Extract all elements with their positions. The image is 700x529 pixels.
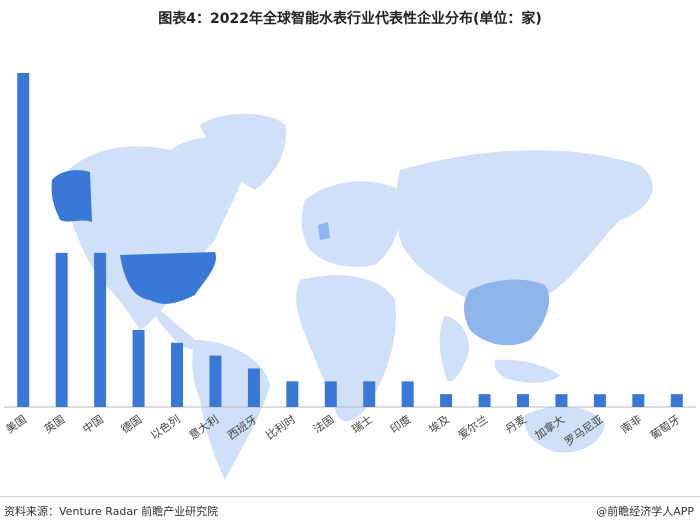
bars-group	[17, 73, 683, 407]
x-tick-label: 德国	[118, 412, 144, 436]
map-uk	[318, 222, 330, 240]
x-tick-label: 印度	[387, 412, 413, 436]
bar-5	[209, 355, 222, 407]
x-tick-label: 以色列	[148, 412, 183, 442]
brand-watermark: @前瞻经济学人APP	[596, 505, 694, 518]
bar-4	[171, 342, 183, 407]
map-usa	[120, 252, 216, 304]
bar-1	[55, 252, 68, 407]
x-tick-label: 埃及	[426, 412, 452, 436]
map-central-america	[150, 302, 200, 350]
x-tick-label: 中国	[80, 413, 105, 436]
bar-12	[478, 394, 491, 407]
bar-3	[132, 329, 145, 407]
bar-16	[632, 394, 645, 407]
chart-title: 图表4：2022年全球智能水表行业代表性企业分布(单位：家)	[158, 11, 542, 27]
map-greenland	[200, 113, 286, 190]
bar-6	[247, 368, 260, 407]
bar-17	[670, 394, 683, 407]
bar-9	[363, 381, 376, 407]
x-tick-label: 比利时	[264, 413, 298, 443]
bar-chart: 美国 英国 中国 德国 以色列 意大利 西班牙 比利时 法国 瑞士 印度 埃及 爱尔兰 丹麦 加拿大罗马尼亚…	[3, 73, 696, 480]
bar-2	[94, 252, 107, 407]
x-tick-label: 法国	[310, 412, 336, 436]
map-australia	[524, 406, 605, 453]
bar-15	[593, 394, 606, 407]
footer-divider	[0, 496, 700, 497]
bar-0	[17, 73, 30, 407]
map-north-america	[60, 137, 250, 330]
map-china	[464, 279, 550, 346]
map-europe	[301, 181, 402, 267]
map-south-america	[192, 340, 270, 480]
bar-7	[286, 381, 299, 407]
x-tick-label: 葡萄牙	[648, 413, 682, 443]
map-india	[439, 315, 469, 382]
map-africa	[296, 275, 396, 422]
bar-14	[555, 394, 568, 407]
bar-13	[517, 394, 529, 407]
x-tick-label: 南非	[619, 413, 644, 436]
bar-8	[324, 381, 337, 407]
bar-10	[401, 381, 414, 407]
x-tick-label: 英国	[41, 412, 67, 436]
map-alaska	[51, 170, 92, 222]
x-tick-label: 爱尔兰	[456, 413, 490, 443]
map-asia	[396, 150, 653, 311]
bar-11	[440, 394, 453, 407]
source-note: 资料来源：Venture Radar 前瞻产业研究院	[4, 505, 219, 518]
map-southeast-asia	[494, 359, 560, 383]
x-tick-label: 美国	[3, 413, 28, 436]
